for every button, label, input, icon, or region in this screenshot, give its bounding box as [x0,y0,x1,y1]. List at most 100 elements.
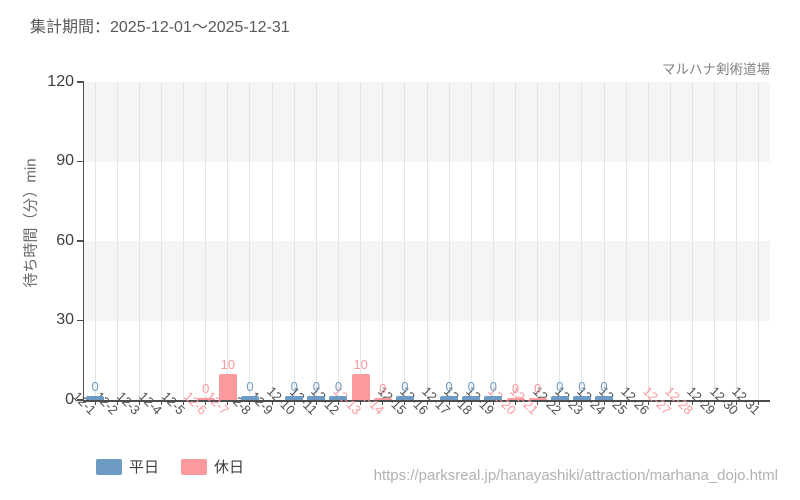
vertical-gridline [669,82,671,400]
weekday-bar-12-22 [550,396,569,400]
aggregation-period-label: 集計期間：2025-12-01～2025-12-31 [30,19,290,36]
vertical-gridline [160,82,162,400]
vertical-gridline [736,82,738,400]
vertical-gridline [116,82,118,400]
x-axis-tick [537,400,539,405]
holiday-bar-12-14 [373,397,392,400]
bar-value-label-12-7: 10 [220,356,236,372]
holiday-bar-12-7 [218,373,237,400]
y-tick-label-0: 0 [65,390,74,408]
y-tick-label-90: 90 [56,152,74,169]
x-axis-tick [470,400,472,405]
x-axis-tick [360,400,362,405]
weekday-bar-12-10 [285,396,304,400]
x-axis-tick [736,400,738,405]
x-axis-tick [492,400,494,405]
vertical-gridline [271,82,273,400]
vertical-gridline [515,82,517,400]
x-axis-tick [404,400,406,405]
bar-value-label-12-23: 0 [578,379,586,394]
bar-value-label-12-18: 0 [467,379,475,394]
x-axis-tick [227,400,229,405]
x-axis-tick [337,400,339,405]
bar-value-label-12-17: 0 [445,379,453,394]
x-axis-tick [647,400,649,405]
x-axis-tick [183,400,185,405]
vertical-gridline [537,82,539,400]
bar-value-label-12-11: 0 [312,379,320,394]
vertical-gridline [470,82,472,400]
weekday-bar-12-8 [240,396,259,400]
vertical-gridline [559,82,561,400]
bar-value-label-12-20: 0 [511,380,520,396]
legend-item-weekday: 平日 [96,456,159,477]
x-axis-tick [94,400,96,405]
weekday-bar-12-23 [572,396,591,400]
holiday-bar-12-21 [528,397,547,400]
x-axis-tick [669,400,671,405]
bar-value-label-12-22: 0 [556,379,564,394]
x-axis-tick [160,400,162,405]
bar-value-label-12-8: 0 [246,379,254,394]
x-axis-tick [448,400,450,405]
weekday-bar-12-1 [86,396,105,400]
vertical-gridline [714,82,716,400]
vertical-gridline [183,82,185,400]
vertical-gridline [360,82,362,400]
legend: 平日 休日 [96,456,244,477]
x-axis-tick [758,400,760,405]
vertical-gridline [426,82,428,400]
bar-value-label-12-14: 0 [379,380,387,396]
plot-area: 12-1 12-2 12-3 12-4 12-5 12-6 12-7 12-8 12-9 12-1… [47,73,770,418]
bar-value-label-12-13: 10 [353,356,368,372]
y-tick-label-30: 30 [56,311,74,328]
x-axis-tick [116,400,118,405]
weekday-bar-12-24 [595,396,614,400]
y-tick-label-120: 120 [47,72,74,90]
y-axis-tick [77,319,84,322]
x-axis-tick [426,400,428,405]
vertical-gridline [293,82,295,400]
x-axis-tick [559,400,561,405]
holiday-bar-12-6 [196,397,215,400]
weekday-bar-12-19 [484,396,503,400]
vertical-gridline [625,82,627,400]
vertical-gridline [138,82,140,400]
x-axis-tick [205,400,207,405]
x-axis-line [82,400,770,402]
bar-value-label-12-1: 0 [91,379,99,394]
vertical-gridline [227,82,229,400]
vertical-gridline [337,82,339,400]
bar-value-label-12-24: 0 [600,379,608,394]
bar-value-label-12-12: 0 [334,379,343,394]
y-axis-tick [77,160,84,163]
y-axis-tick [77,81,84,83]
bar-value-label-12-21: 0 [534,380,542,396]
holiday-color-swatch [181,458,208,475]
bar-value-label-12-19: 0 [489,379,497,394]
x-axis-tick [581,400,583,405]
legend-item-holiday: 休日 [181,456,244,477]
vertical-gridline [581,82,583,400]
holiday-bar-12-20 [506,397,525,400]
x-axis-tick [315,400,317,405]
x-axis-tick [382,400,384,405]
vertical-gridline [758,82,760,400]
vertical-gridline [448,82,450,400]
y-axis-tick [77,399,84,401]
vertical-gridline [492,82,494,400]
vertical-gridline [315,82,317,400]
vertical-gridline [94,82,96,400]
bar-value-label-12-10: 0 [290,379,298,394]
x-axis-tick [293,400,295,405]
vertical-gridline [647,82,649,400]
vertical-gridline [205,82,207,400]
y-axis-tick [77,240,84,242]
weekday-bar-12-15 [395,396,414,400]
x-axis-tick [625,400,627,405]
x-axis-tick [603,400,605,405]
weekday-color-swatch [96,458,122,475]
y-axis-label: 待ち時間（分）min [22,158,40,288]
bar-value-label-12-6: 0 [202,380,210,396]
y-tick-label-60: 60 [56,231,74,249]
